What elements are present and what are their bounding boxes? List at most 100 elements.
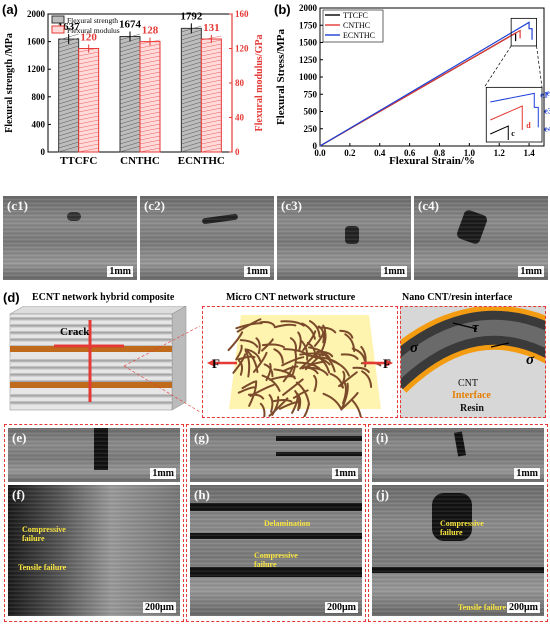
micrograph-i: (i) 1mm <box>372 428 544 482</box>
hatch-red <box>201 123 222 129</box>
hatch <box>119 85 141 93</box>
tick-label-x: 0.8 <box>434 148 446 158</box>
sigma-left: σ <box>410 340 419 356</box>
tick-label-x: 1.4 <box>523 148 535 158</box>
cnt-tube <box>239 339 259 348</box>
hatch-red <box>139 139 161 145</box>
cnt-tube <box>300 339 309 361</box>
cnt-tube <box>318 349 336 373</box>
cnt-tube <box>282 378 304 396</box>
tick-label-y: 1500 <box>299 38 318 48</box>
cnt-tube <box>272 398 293 403</box>
cnt-tube <box>309 366 329 376</box>
hatch <box>119 41 141 49</box>
cnt-tube <box>313 331 325 347</box>
scale-f: 200μm <box>143 602 176 613</box>
hatch-red <box>139 83 161 89</box>
panel-b-label: (b) <box>274 2 291 17</box>
hatch <box>181 105 202 113</box>
hatch-red <box>139 87 161 93</box>
cnt-tube <box>294 361 321 370</box>
hatch-red <box>201 83 222 89</box>
group-g-h <box>186 424 366 622</box>
tick-label-left: 1200 <box>27 64 46 74</box>
cnt-tube <box>331 360 350 377</box>
cnt-tube <box>241 380 257 390</box>
hatch-red <box>78 95 99 101</box>
cnt-tube <box>247 393 265 400</box>
force-left: F <box>212 356 220 371</box>
scale-i: 1mm <box>514 468 540 479</box>
cnt-tube <box>252 351 268 373</box>
hatch <box>181 45 202 53</box>
cnt-tube <box>261 338 274 352</box>
hatch-red <box>201 51 222 57</box>
hatch-red <box>78 99 99 105</box>
hatch <box>119 57 141 65</box>
scale-e: 1mm <box>150 468 176 479</box>
cnt-tube <box>342 381 347 405</box>
hatch-red <box>139 47 161 53</box>
tick-label-left: 1600 <box>27 37 46 47</box>
hatch-red <box>201 47 222 53</box>
hatch <box>58 45 79 53</box>
tick-label-left: 0 <box>41 147 46 157</box>
hatch <box>58 133 79 141</box>
cnt-tube <box>308 320 321 338</box>
legend-entry: CNTHC <box>343 21 370 30</box>
hatch <box>58 121 79 129</box>
hatch <box>119 101 141 109</box>
cnt-tube <box>297 331 302 352</box>
panel-d-label: (d) <box>3 290 20 305</box>
hatch <box>181 129 202 137</box>
hatch <box>58 69 79 77</box>
hatch-red <box>201 95 222 101</box>
hatch-red <box>201 103 222 109</box>
ylabel-b: Flexural Stress/MPa <box>275 28 287 125</box>
hatch-red <box>78 71 99 77</box>
inset-label: e2 <box>546 88 550 97</box>
hatch-red <box>139 119 161 125</box>
micrograph-c4: (c4) 1mm <box>414 196 548 280</box>
label-j: (j) <box>376 487 389 502</box>
cnt-tube <box>280 320 305 327</box>
label-i: (i) <box>376 430 389 445</box>
label-f: (f) <box>12 487 25 502</box>
cnt-tube <box>341 382 349 409</box>
hatch <box>181 53 202 61</box>
cnt-tube <box>227 331 244 352</box>
cnt-tube <box>237 386 257 394</box>
micrograph-h: (h) Delamination Compressive failure 200… <box>190 485 362 616</box>
hatch <box>181 77 202 85</box>
hatch-red <box>139 75 161 81</box>
micrograph-c3: (c3) 1mm <box>277 196 411 280</box>
hatch <box>119 45 141 53</box>
hatch-red <box>201 87 222 93</box>
tick-label-x: 0.2 <box>344 148 356 158</box>
hatch-red <box>201 147 222 153</box>
hatch <box>58 105 79 113</box>
hatch <box>119 49 141 57</box>
cnt-tube <box>313 374 318 392</box>
hatch <box>58 57 79 65</box>
value-label-strength: 1792 <box>180 10 203 22</box>
label-g: (g) <box>194 430 210 445</box>
hatch <box>58 65 79 73</box>
hatch <box>119 121 141 129</box>
hatch-red <box>201 115 222 121</box>
hatch <box>119 93 141 101</box>
hatch-red <box>139 111 161 117</box>
hatch <box>181 93 202 101</box>
tick-label-right: 80 <box>235 78 245 88</box>
series-line <box>319 21 533 147</box>
hatch-red <box>78 91 99 97</box>
hatch <box>119 125 141 133</box>
micrograph-j: (j) Compressive failure Tensile failure … <box>372 485 544 616</box>
hatch-red <box>78 63 99 69</box>
scale-c3: 1mm <box>381 266 407 277</box>
tick-label-right: 120 <box>235 44 249 54</box>
annot-j-tensile: Tensile failure <box>458 603 507 612</box>
hatch <box>181 121 202 129</box>
micrograph-e: (e) 1mm <box>8 428 180 482</box>
nano-interface-box <box>400 306 546 418</box>
